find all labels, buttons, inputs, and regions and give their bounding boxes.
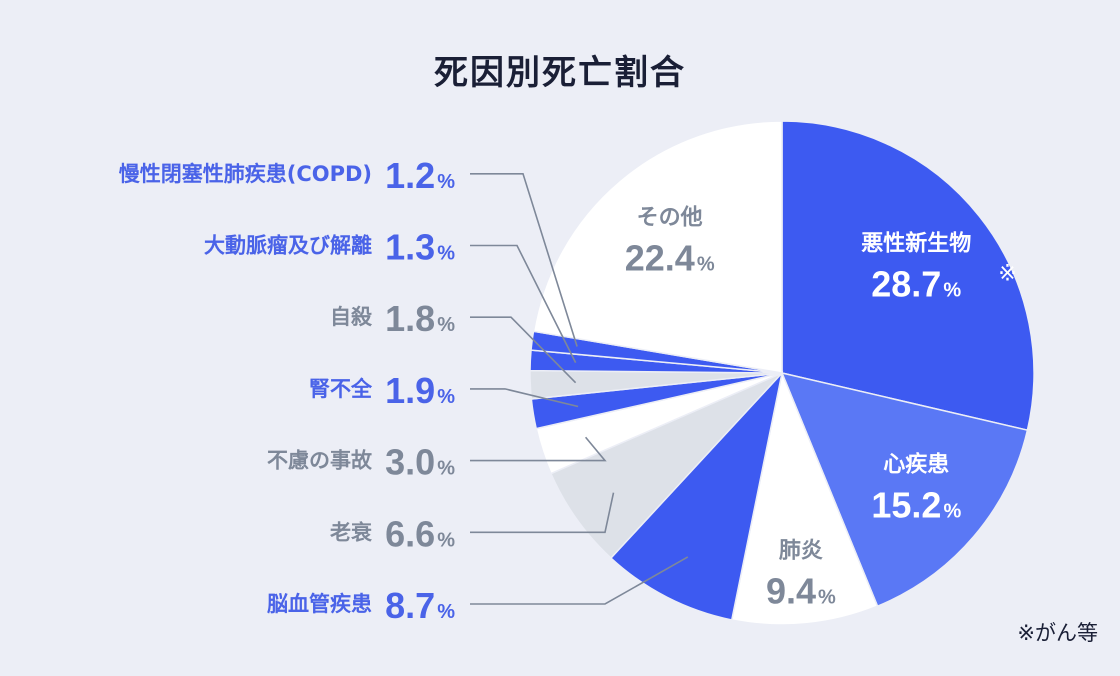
callout-value: 1.8% bbox=[385, 298, 455, 339]
slice-name-label: 心疾患 bbox=[883, 451, 949, 477]
slice-value-label: 22.4% bbox=[625, 237, 715, 278]
leader-line-4 bbox=[470, 556, 689, 605]
callout-label-6: 不慮の事故 3.0% bbox=[267, 442, 455, 483]
slice-label-11: その他 22.4% bbox=[625, 205, 715, 278]
callout-label-9: 大動脈瘤及び解離 1.3% bbox=[204, 227, 455, 268]
pie-slice-11 bbox=[532, 120, 783, 374]
footnote: ※がん等 bbox=[1017, 621, 1098, 645]
callout-label-4: 脳血管疾患 8.7% bbox=[267, 585, 455, 626]
slice-value-label: 15.2% bbox=[871, 484, 961, 525]
pie-slice-1 bbox=[781, 120, 1035, 432]
leader-line-9 bbox=[470, 244, 577, 363]
callout-value: 1.9% bbox=[385, 370, 455, 411]
pie-slice-3 bbox=[730, 370, 879, 626]
leader-line-5 bbox=[470, 492, 615, 534]
slice-value-label: 9.4% bbox=[766, 571, 836, 612]
callout-label-8: 自殺 1.8% bbox=[330, 298, 455, 339]
pie-slices bbox=[529, 120, 1035, 626]
callout-name: 脳血管疾患 bbox=[267, 592, 372, 616]
slice-labels: 悪性新生物 28.7 % ※ 心疾患 15.2 % 肺炎 9.4 % その他 22.4 % 脳血管疾患 8.… bbox=[119, 155, 1017, 626]
chart-title: 死因別死亡割合 bbox=[434, 53, 686, 93]
slice-name-label: 悪性新生物 bbox=[861, 230, 971, 256]
callout-value: 8.7% bbox=[385, 585, 455, 626]
callout-value: 1.2% bbox=[385, 155, 455, 196]
slice-name-label: その他 bbox=[637, 205, 703, 230]
callout-label-10: 慢性閉塞性肺疾患(COPD) 1.2% bbox=[119, 155, 455, 196]
pie-slice-2 bbox=[780, 371, 1029, 608]
callout-name: 老衰 bbox=[330, 520, 373, 544]
leader-line-8 bbox=[470, 316, 577, 384]
footnote-mark: ※ bbox=[998, 261, 1016, 286]
callout-value: 3.0% bbox=[385, 442, 455, 483]
leader-line-6 bbox=[470, 436, 607, 462]
slice-label-3: 肺炎 9.4% bbox=[766, 539, 836, 612]
slice-name-label: 肺炎 bbox=[779, 539, 823, 564]
callout-name: 自殺 bbox=[330, 305, 373, 329]
leader-line-10 bbox=[470, 173, 578, 347]
callout-name: 不慮の事故 bbox=[267, 449, 373, 473]
callout-label-5: 老衰 6.6% bbox=[330, 513, 455, 554]
pie-slice-4 bbox=[609, 370, 784, 621]
leader-line-7 bbox=[470, 388, 579, 408]
callout-label-7: 腎不全 1.9% bbox=[309, 370, 455, 411]
slice-label-1: 悪性新生物 28.7 % ※ bbox=[861, 230, 1016, 304]
callout-value: 1.3% bbox=[385, 227, 455, 268]
callout-name: 腎不全 bbox=[309, 377, 373, 401]
callout-name: 慢性閉塞性肺疾患(COPD) bbox=[119, 162, 372, 186]
leader-lines bbox=[470, 173, 689, 605]
slice-label-2: 心疾患 15.2% bbox=[871, 451, 961, 525]
slice-value-label: 28.7% bbox=[871, 263, 961, 304]
callout-value: 6.6% bbox=[385, 513, 455, 554]
callout-name: 大動脈瘤及び解離 bbox=[204, 234, 372, 258]
